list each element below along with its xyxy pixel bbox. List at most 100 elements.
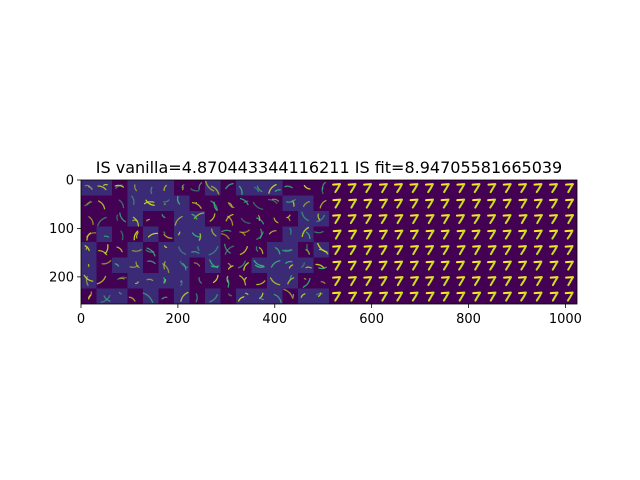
- y-tick-label: 200: [49, 270, 74, 285]
- fit-sample-tile: [533, 198, 543, 209]
- vanilla-sample-tile: [298, 211, 314, 227]
- vanilla-sample-tile: [205, 180, 221, 196]
- fit-sample-tile: [518, 260, 527, 271]
- vanilla-sample-tile: [298, 273, 314, 289]
- vanilla-sample-tile: [143, 257, 159, 273]
- vanilla-sample-tile: [174, 211, 190, 227]
- fit-sample-tile: [456, 276, 466, 287]
- vanilla-sample-tile: [205, 211, 221, 227]
- fit-sample-tile: [332, 198, 342, 209]
- vanilla-sample-tile: [112, 226, 128, 242]
- vanilla-sample-tile: [112, 180, 128, 196]
- vanilla-sample-tile: [81, 273, 97, 289]
- fit-sample-tile: [440, 291, 450, 302]
- vanilla-sample-tile: [81, 242, 97, 258]
- fit-sample-tile: [472, 245, 481, 256]
- fit-sample-tile: [472, 198, 481, 209]
- vanilla-sample-tile: [174, 242, 190, 258]
- fit-sample-tile: [503, 276, 512, 287]
- fit-sample-tile: [455, 214, 465, 225]
- y-axis: 0 100 200: [49, 174, 81, 285]
- vanilla-sample-tile: [96, 226, 112, 242]
- fit-sample-tile: [565, 214, 574, 225]
- fit-sample-tile: [425, 214, 435, 225]
- vanilla-sample-tile: [298, 180, 314, 196]
- fit-sample-tile: [549, 276, 559, 287]
- vanilla-sample-tile: [143, 211, 159, 227]
- vanilla-sample-tile: [313, 226, 329, 242]
- fit-sample-tile: [487, 229, 496, 240]
- vanilla-sample-tile: [174, 180, 190, 196]
- fit-sample-tile: [456, 198, 466, 209]
- vanilla-sample-tile: [313, 211, 329, 227]
- vanilla-sample-tile: [112, 257, 128, 273]
- x-tick-label: 400: [262, 312, 287, 327]
- vanilla-sample-tile: [158, 242, 174, 258]
- vanilla-sample-tile: [267, 257, 283, 273]
- fit-sample-tile: [363, 245, 373, 256]
- fit-sample-tile: [518, 183, 527, 194]
- vanilla-sample-tile: [158, 180, 174, 196]
- fit-sample-tile: [455, 260, 465, 271]
- fit-sample-tile: [409, 260, 419, 271]
- fit-sample-tile: [487, 183, 497, 194]
- vanilla-sample-tile: [158, 273, 174, 289]
- vanilla-sample-tile: [313, 242, 329, 258]
- vanilla-sample-tile: [96, 288, 112, 304]
- vanilla-sample-tile: [96, 257, 112, 273]
- vanilla-sample-tile: [282, 180, 298, 196]
- fit-sample-tile: [363, 276, 373, 287]
- fit-sample-tile: [456, 245, 466, 256]
- vanilla-sample-tile: [251, 288, 267, 304]
- fit-sample-tile: [565, 260, 574, 271]
- fit-sample-tile: [565, 276, 574, 287]
- vanilla-sample-tile: [127, 180, 143, 196]
- vanilla-sample-tile: [236, 242, 252, 258]
- fit-sample-tile: [347, 183, 357, 194]
- vanilla-sample-tile: [282, 226, 298, 242]
- fit-sample-tile: [549, 198, 558, 209]
- vanilla-sample-tile: [189, 195, 205, 211]
- vanilla-sample-tile: [236, 288, 252, 304]
- fit-sample-tile: [332, 229, 342, 240]
- vanilla-sample-tile: [174, 288, 190, 304]
- fit-sample-tile: [502, 291, 512, 302]
- vanilla-sample-tile: [143, 226, 159, 242]
- fit-sample-tile: [440, 245, 450, 256]
- vanilla-sample-tile: [267, 195, 283, 211]
- vanilla-sample-tile: [236, 273, 252, 289]
- fit-sample-tile: [332, 291, 341, 302]
- fit-sample-tile: [441, 276, 450, 287]
- fit-sample-tile: [518, 214, 528, 225]
- vanilla-sample-tile: [143, 195, 159, 211]
- vanilla-sample-tile: [205, 257, 221, 273]
- fit-sample-tile: [394, 183, 403, 194]
- fit-sample-tile: [425, 245, 434, 256]
- vanilla-sample-tile: [112, 242, 128, 258]
- fit-sample-tile: [533, 291, 543, 302]
- fit-sample-tile: [394, 198, 403, 209]
- fit-sample-tile: [471, 276, 481, 287]
- vanilla-sample-tile: [313, 273, 329, 289]
- fit-sample-tile: [549, 245, 558, 256]
- fit-sample-tile: [564, 291, 574, 302]
- vanilla-sample-tile: [189, 180, 205, 196]
- fit-sample-tile: [518, 245, 527, 256]
- fit-sample-tile: [394, 214, 404, 225]
- fit-sample-tile: [565, 198, 574, 209]
- vanilla-sample-tile: [158, 257, 174, 274]
- fit-samples-panel: [329, 180, 577, 304]
- vanilla-sample-tile: [267, 273, 283, 289]
- fit-sample-tile: [363, 229, 373, 240]
- fit-sample-tile: [378, 276, 388, 287]
- fit-sample-tile: [549, 291, 559, 302]
- vanilla-sample-tile: [313, 180, 329, 196]
- fit-sample-tile: [424, 183, 434, 194]
- fit-sample-tile: [378, 183, 388, 194]
- vanilla-sample-tile: [189, 257, 205, 273]
- fit-sample-tile: [347, 276, 357, 287]
- fit-sample-tile: [409, 291, 419, 302]
- fit-sample-tile: [487, 214, 496, 225]
- fit-sample-tile: [379, 291, 388, 302]
- vanilla-sample-tile: [205, 273, 221, 289]
